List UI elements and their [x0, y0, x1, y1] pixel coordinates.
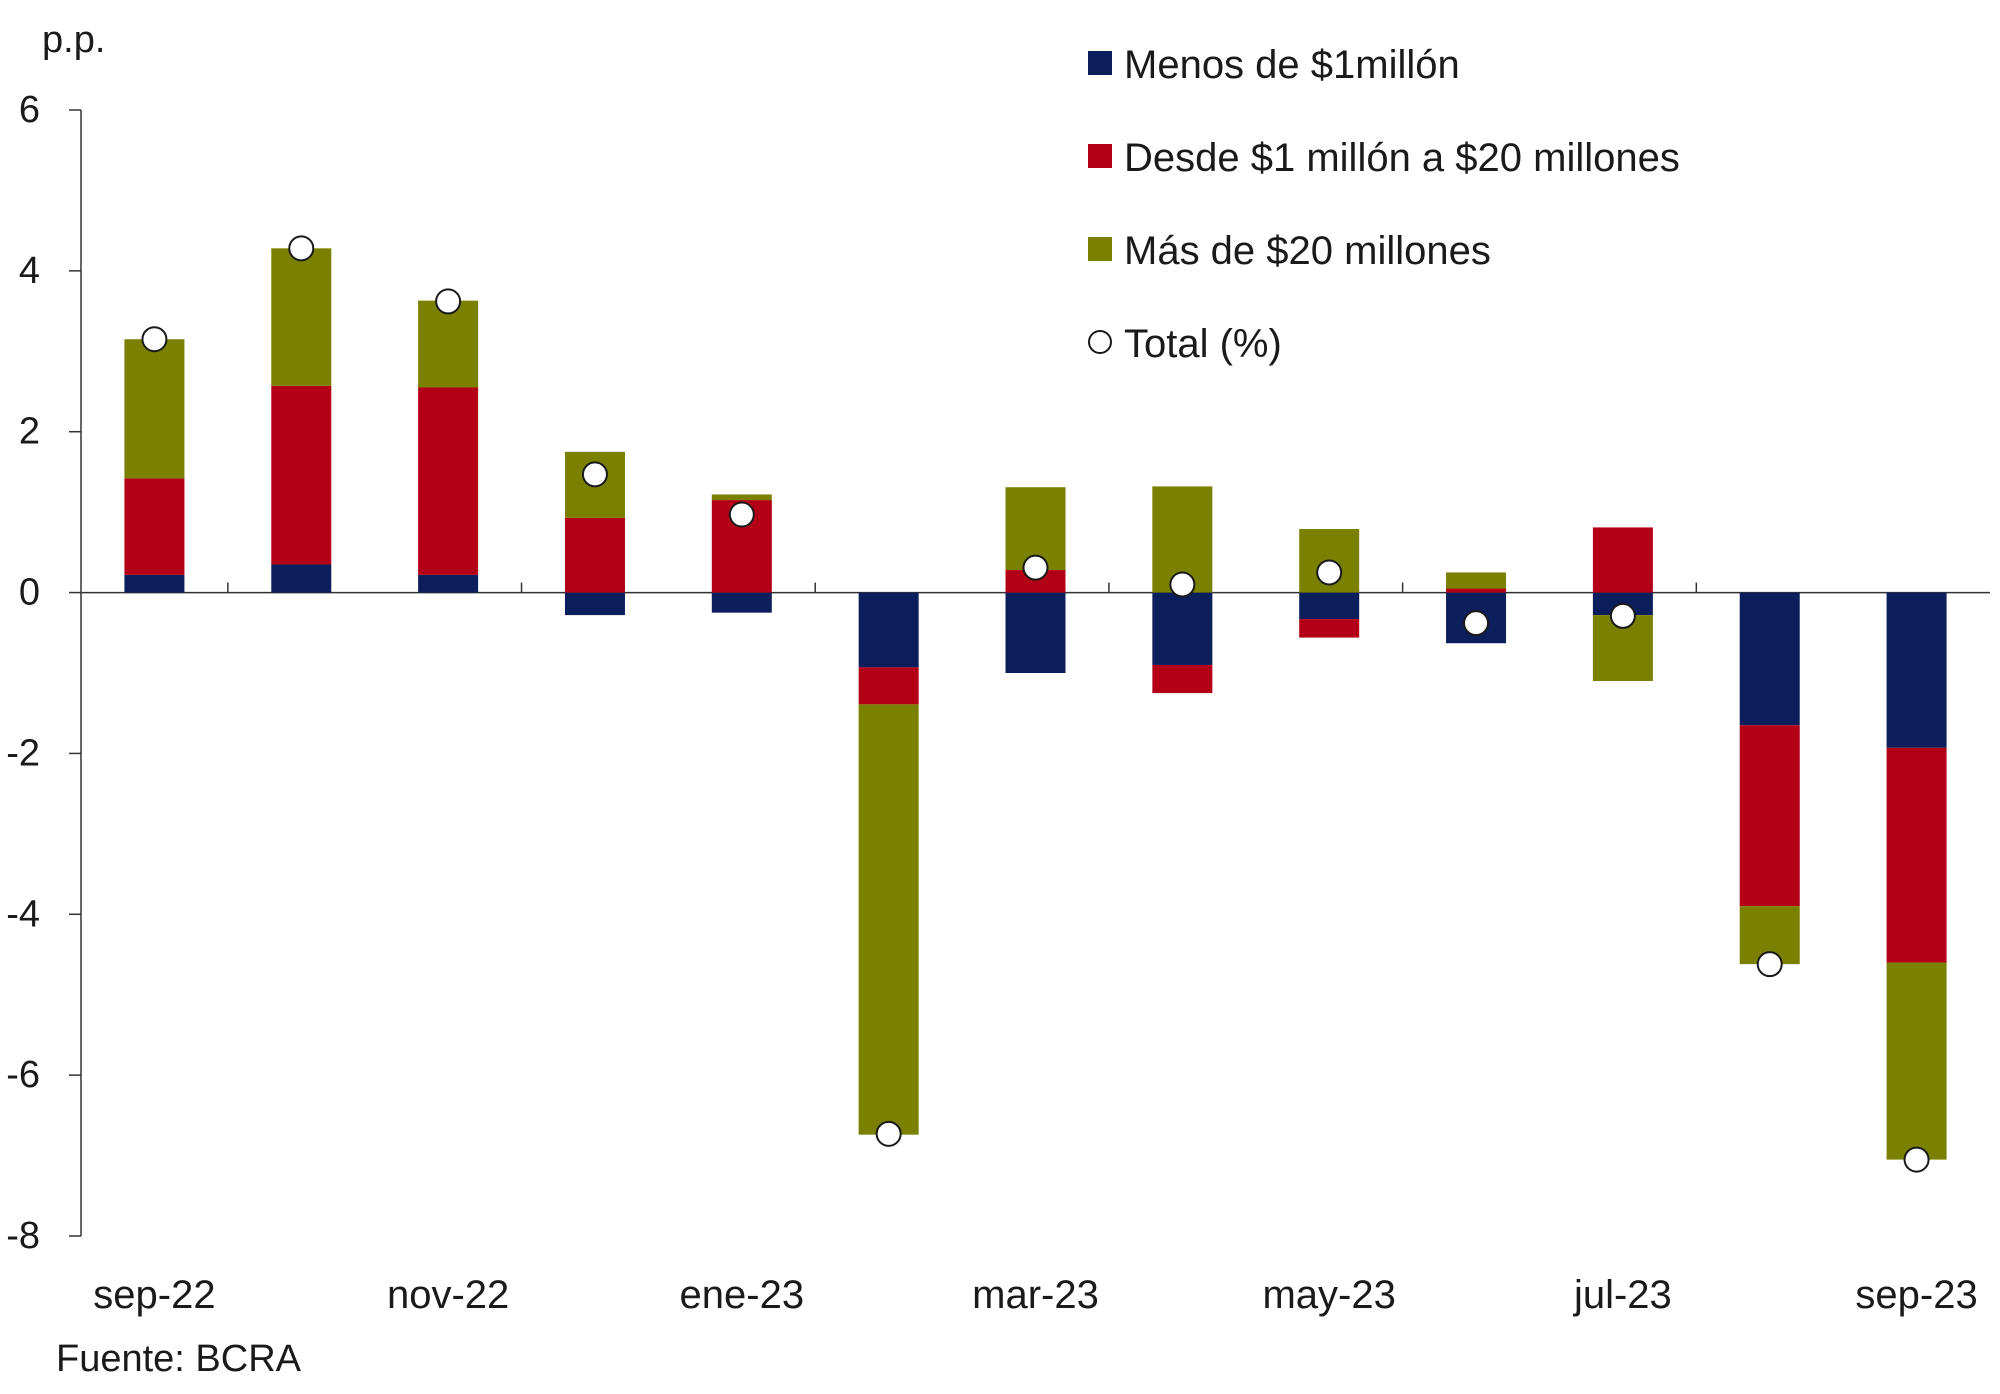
x-tick-label: sep-23	[1855, 1273, 1977, 1317]
bar-segment-menos-1-millon	[1886, 592, 1947, 748]
y-axis-unit-label: p.p.	[42, 19, 105, 61]
legend-total-marker	[1088, 330, 1112, 354]
total-marker	[728, 501, 755, 528]
total-marker	[1316, 559, 1343, 586]
bar-segment-menos-1-millon	[711, 592, 772, 613]
bar-segment-mas-de-20-millones	[418, 300, 479, 388]
x-tick-label: ene-23	[680, 1273, 805, 1317]
y-tick-label: 0	[19, 572, 40, 614]
x-tick-label: mar-23	[972, 1273, 1099, 1317]
total-marker	[1609, 602, 1636, 629]
bar-segment-desde-1-a-20-millones	[124, 478, 185, 575]
bar-segment-menos-1-millon	[1739, 592, 1800, 726]
bar-segment-menos-1-millon	[1152, 592, 1213, 665]
total-marker	[1463, 610, 1490, 637]
total-marker	[1903, 1146, 1930, 1173]
total-marker	[1756, 951, 1783, 978]
bar-segment-desde-1-a-20-millones	[271, 385, 332, 565]
bar-segment-menos-1-millon	[124, 574, 185, 593]
bar-segment-menos-1-millon	[418, 574, 479, 593]
bar-segment-desde-1-a-20-millones	[1152, 664, 1213, 694]
legend-swatch	[1088, 51, 1112, 75]
y-tick-label: 2	[19, 411, 40, 453]
legend-label: Desde $1 millón a $20 millones	[1124, 136, 1680, 180]
bar-segment-mas-de-20-millones	[711, 494, 772, 501]
bar-segment-desde-1-a-20-millones	[1299, 619, 1360, 638]
total-marker	[875, 1120, 902, 1147]
bar-segment-menos-1-millon	[271, 564, 332, 593]
bar-segment-desde-1-a-20-millones	[1739, 725, 1800, 907]
bar-segment-mas-de-20-millones	[858, 704, 919, 1135]
total-markers	[141, 235, 1930, 1173]
legend-label: Menos de $1millón	[1124, 43, 1460, 87]
x-tick-label: sep-22	[93, 1273, 215, 1317]
total-marker	[581, 461, 608, 488]
bar-segment-desde-1-a-20-millones	[1592, 527, 1653, 593]
bar-segment-menos-1-millon	[564, 592, 625, 616]
x-tick-label: jul-23	[1573, 1273, 1672, 1317]
bar-segment-desde-1-a-20-millones	[1886, 747, 1947, 963]
y-tick-label: 4	[19, 250, 40, 292]
bar-segment-menos-1-millon	[1005, 592, 1066, 673]
x-tick-label: nov-22	[387, 1273, 509, 1317]
total-marker	[1169, 571, 1196, 598]
x-tick-label: may-23	[1262, 1273, 1395, 1317]
bar-segment-mas-de-20-millones	[124, 339, 185, 479]
bar-segment-desde-1-a-20-millones	[418, 387, 479, 575]
total-marker	[435, 288, 462, 315]
bar-segment-mas-de-20-millones	[1886, 962, 1947, 1160]
legend-swatch	[1088, 237, 1112, 261]
legend-label: Total (%)	[1124, 322, 1282, 366]
y-tick-label: -4	[6, 893, 40, 935]
y-tick-label: -6	[6, 1054, 40, 1096]
y-tick-label: 6	[19, 89, 40, 131]
y-tick-label: -2	[6, 732, 40, 774]
y-tick-label: -8	[6, 1215, 40, 1257]
total-marker	[288, 235, 315, 262]
legend: Menos de $1millón Desde $1 millón a $20 m…	[1088, 43, 1680, 366]
bar-segment-menos-1-millon	[858, 592, 919, 668]
legend-label: Más de $20 millones	[1124, 229, 1491, 273]
bar-segment-desde-1-a-20-millones	[858, 667, 919, 705]
legend-swatch	[1088, 144, 1112, 168]
bar-segment-desde-1-a-20-millones	[1446, 588, 1507, 593]
bar-segment-mas-de-20-millones	[271, 248, 332, 386]
bar-segment-mas-de-20-millones	[1446, 572, 1507, 589]
bar-segment-desde-1-a-20-millones	[564, 517, 625, 593]
bar-segment-desde-1-a-20-millones	[1005, 570, 1066, 593]
total-marker	[141, 326, 168, 353]
total-marker	[1022, 554, 1049, 581]
bars	[124, 248, 1947, 1160]
bar-segment-menos-1-millon	[1299, 592, 1360, 620]
axis-labels: 6 4 2 0 -2 -4 -6 -8 sep-22 nov-22 ene-23 mar-23 may-…	[6, 89, 1978, 1317]
source-note: Fuente: BCRA	[56, 1338, 301, 1380]
